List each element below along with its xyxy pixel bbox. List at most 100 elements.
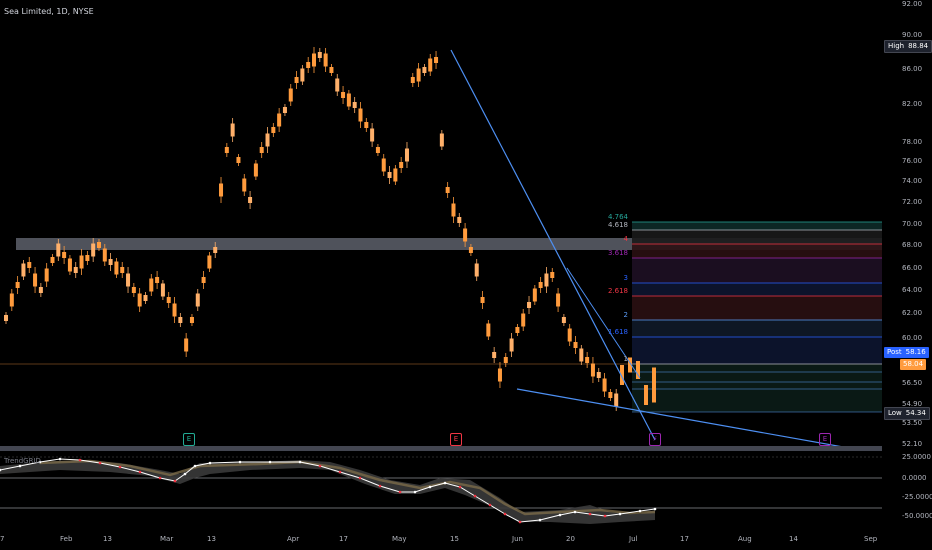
last-tag-value: 58.04 (903, 360, 924, 368)
indicator-dot (638, 509, 642, 513)
candle-body (271, 127, 276, 133)
candle-body (27, 262, 32, 268)
candle-body (644, 385, 648, 405)
candle-body (155, 277, 160, 283)
fib-zone (632, 244, 882, 258)
candle-body (527, 302, 532, 308)
candle-body (509, 338, 514, 352)
time-axis-label: May (392, 535, 407, 543)
candle-body (102, 248, 107, 262)
high-price-tag: High 88.84 (884, 40, 932, 53)
candle-body (550, 272, 555, 278)
time-axis-label: Aug (738, 535, 752, 543)
candle-body (428, 58, 433, 72)
candle-body (85, 255, 90, 261)
candle-body (480, 297, 485, 303)
high-tag-key: High (888, 42, 905, 50)
candle-body (312, 53, 317, 67)
candle-body (79, 255, 84, 269)
price-axis-label: 68.00 (902, 241, 923, 249)
indicator-dot (443, 481, 447, 485)
candle-body (265, 133, 270, 147)
indicator-dot (618, 512, 622, 516)
candle-body (96, 242, 101, 248)
time-axis-label: 20 (566, 535, 575, 543)
indicator-dot (558, 513, 562, 517)
candle-body (410, 77, 415, 83)
fib-zone (632, 296, 882, 320)
event-marker[interactable]: E (819, 433, 831, 446)
candle-body (189, 317, 194, 323)
candle-body (294, 77, 299, 83)
chart-title: Sea Limited, 1D, NYSE (4, 7, 94, 16)
price-axis-label: 60.00 (902, 334, 923, 342)
candle-body (573, 342, 578, 348)
candle-body (9, 293, 14, 307)
fib-level-label: 3 (623, 274, 628, 282)
event-marker[interactable]: E (183, 433, 195, 446)
event-marker[interactable]: ⚡ (649, 433, 661, 446)
candlesticks (4, 47, 656, 411)
fib-level-label: 4.764 (607, 213, 628, 221)
indicator-dot (378, 484, 382, 488)
candle-body (387, 172, 392, 178)
indicator-dot (183, 472, 187, 476)
price-axis-label: 78.00 (902, 138, 923, 146)
price-axis-top-label: 92.00 (902, 0, 923, 8)
candle-body (335, 78, 340, 92)
fib-level-label: 3.618 (607, 249, 628, 257)
indicator-dot (398, 490, 402, 494)
candle-body (126, 273, 131, 287)
fib-level-label: 2.618 (607, 287, 628, 295)
trendline-low[interactable] (516, 388, 861, 451)
trendline-down[interactable] (450, 49, 656, 441)
price-axis-label: 86.00 (902, 65, 923, 73)
indicator-dots (0, 457, 657, 524)
candle-body (149, 278, 154, 292)
candle-body (4, 315, 9, 321)
indicator-dot (603, 514, 607, 518)
indicator-dot (268, 460, 272, 464)
time-axis-label: 17 (339, 535, 348, 543)
candle-body (416, 68, 421, 82)
price-axis-label: 52.10 (902, 440, 923, 448)
time-axis-label: Jul (629, 535, 638, 543)
pane-separator[interactable] (0, 446, 882, 451)
fib-extension[interactable] (632, 221, 882, 413)
candle-body (143, 295, 148, 301)
indicator-dot (358, 476, 362, 480)
candle-body (445, 187, 450, 193)
time-axis-label: Sep (864, 535, 878, 543)
candle-body (248, 197, 253, 203)
candle-body (50, 257, 55, 263)
candle-body (282, 107, 287, 113)
candle-body (120, 267, 125, 273)
low-tag-key: Low (888, 409, 902, 417)
candle-body (131, 287, 136, 293)
candle-body (620, 365, 624, 385)
candle-body (399, 162, 404, 168)
candle-body (596, 372, 601, 378)
fib-zone (632, 364, 882, 412)
trendline-small[interactable] (566, 267, 641, 379)
candle-body (236, 157, 241, 163)
price-axis-label: 70.00 (902, 220, 923, 228)
indicator-dot (518, 520, 522, 524)
candle-body (497, 368, 502, 382)
fib-level-label: 1 (623, 355, 628, 363)
price-axis-label: 64.00 (902, 286, 923, 294)
candle-body (184, 338, 189, 352)
price-axis-label: 66.00 (902, 264, 923, 272)
candle-body (393, 168, 398, 182)
candle-body (346, 93, 351, 107)
event-marker[interactable]: E (450, 433, 462, 446)
indicator-dot (0, 468, 2, 472)
indicator-name[interactable]: TrendGRID (4, 457, 41, 465)
candle-body (375, 147, 380, 153)
candle-body (300, 68, 305, 82)
fib-level-label: 2 (623, 311, 628, 319)
indicator-dot (588, 512, 592, 516)
candle-body (636, 361, 640, 379)
